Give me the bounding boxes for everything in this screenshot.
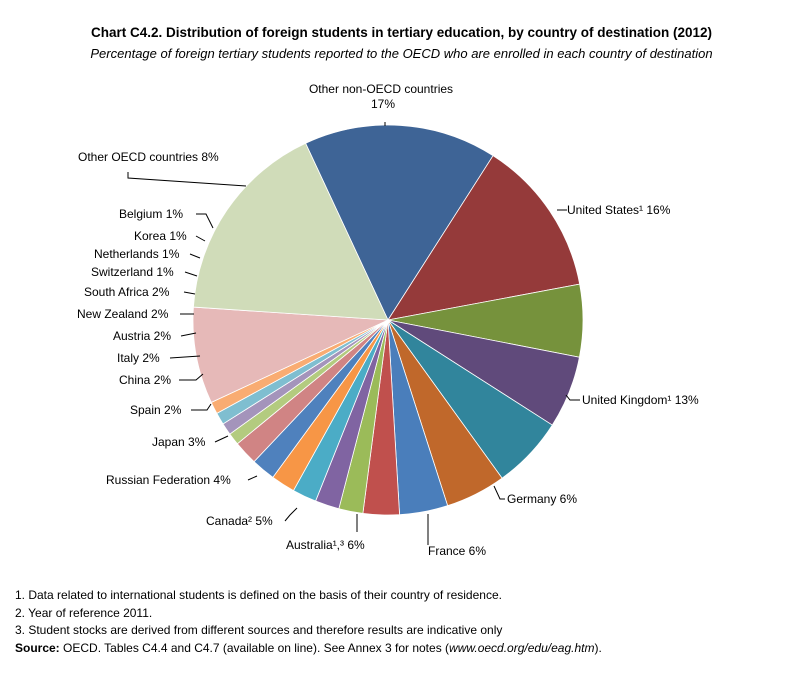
leader-line-austria (180, 332, 197, 337)
leader-line-belgium (196, 213, 214, 229)
pie-slice-other-non-oecd-countries (193, 142, 389, 321)
chart-title: Chart C4.2. Distribution of foreign stud… (90, 25, 713, 40)
chart-subtitle: Percentage of foreign tertiary students … (90, 46, 713, 61)
slice-label-united-states: United States¹ 16% (567, 203, 671, 217)
slice-label-south-africa: South Africa 2% (84, 285, 170, 299)
slice-label-france: France 6% (428, 544, 486, 558)
slice-label-netherlands: Netherlands 1% (94, 247, 180, 261)
leader-line-south-africa (183, 291, 196, 295)
leader-line-united-kingdom (565, 394, 580, 401)
source-url[interactable]: www.oecd.org/edu/eag.htm (449, 640, 595, 655)
slice-label-korea: Korea 1% (134, 229, 187, 243)
slice-label-australia: Australia¹,³ 6% (286, 538, 365, 552)
slice-label-united-kingdom: United Kingdom¹ 13% (582, 393, 699, 407)
pie-slice-united-kingdom (387, 155, 581, 321)
slice-label-belgium: Belgium 1% (119, 207, 183, 221)
slice-label-china: China 2% (119, 373, 171, 387)
leader-line-spain (191, 403, 212, 411)
source-label: Source: (15, 640, 60, 655)
leader-line-canada (284, 507, 298, 522)
source-text: OECD. Tables C4.4 and C4.7 (available on… (59, 640, 450, 655)
footnote-1: 1. Data related to international student… (15, 588, 502, 602)
slice-value-other-non-oecd-countries: 17% (371, 97, 395, 111)
slice-label-other-non-oecd-countries: Other non-OECD countries (309, 82, 453, 96)
slice-label-russian-federation: Russian Federation 4% (106, 473, 231, 487)
slice-label-germany: Germany 6% (507, 492, 577, 506)
slice-label-japan: Japan 3% (152, 435, 206, 449)
leader-line-switzerland (184, 271, 198, 277)
source-end: ). (594, 640, 602, 655)
leader-line-netherlands (189, 253, 201, 259)
slice-label-switzerland: Switzerland 1% (91, 265, 174, 279)
leader-line-russian-federation (247, 475, 258, 481)
leader-line-japan (214, 435, 229, 443)
leader-line-china (179, 373, 204, 381)
slice-label-spain: Spain 2% (130, 403, 182, 417)
source-line: Source: OECD. Tables C4.4 and C4.7 (avai… (15, 640, 602, 658)
leader-line-korea (195, 235, 206, 242)
pie-slice-united-states (305, 124, 494, 321)
leader-line-germany (493, 485, 505, 500)
pie-chart: United States¹ 16% United Kingdom¹ 13% Ger… (77, 82, 699, 558)
slice-label-new-zealand: New Zealand 2% (77, 307, 169, 321)
leader-line-other-oecd-countries (127, 172, 247, 187)
slice-label-italy: Italy 2% (117, 351, 160, 365)
footnotes: 1. Data related to international student… (15, 587, 602, 657)
slice-label-austria: Austria 2% (113, 329, 171, 343)
leader-line-italy (169, 355, 201, 359)
slice-label-canada: Canada² 5% (206, 514, 273, 528)
footnote-2: 2. Year of reference 2011. (15, 605, 153, 620)
footnote-3: 3. Student stocks are derived from diffe… (15, 623, 503, 637)
slice-label-other-oecd-countries: Other OECD countries 8% (78, 150, 219, 164)
